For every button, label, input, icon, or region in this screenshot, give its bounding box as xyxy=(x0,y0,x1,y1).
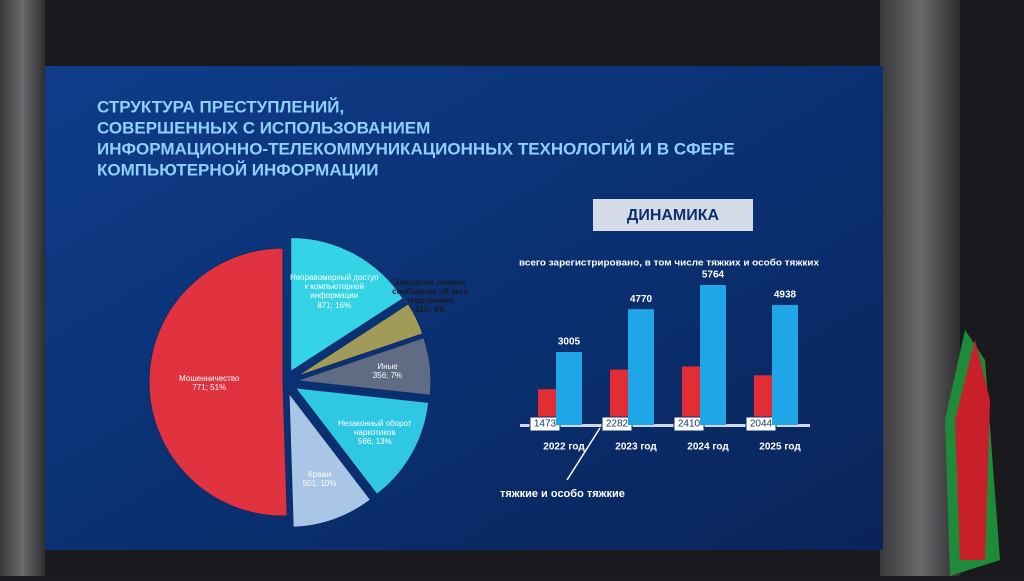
category: Заведомо ложное сообщение об акте террор… xyxy=(392,277,468,305)
x-tick-label: 2025 год xyxy=(759,442,801,453)
bar xyxy=(754,375,772,425)
bar xyxy=(538,389,556,425)
charts: Неправомерный доступ к компьютерной инфо… xyxy=(148,199,819,528)
value-label: 1473 xyxy=(534,419,557,430)
pie-label: Неправомерный доступ к компьютерной инфо… xyxy=(289,265,379,317)
pie-label-text: Мошенничество 771; 51% xyxy=(164,357,254,409)
title-line: КОМПЬЮТЕРНОЙ ИНФОРМАЦИИ xyxy=(97,160,378,179)
x-tick-label: 2023 год xyxy=(615,442,657,453)
bar xyxy=(628,309,654,425)
value-label: 356; 7% xyxy=(372,370,403,380)
flag-stripe xyxy=(955,340,990,560)
x-tick-label: 2024 год xyxy=(687,442,729,453)
pie-label-text: Незаконный оборот наркотиков 566; 13% xyxy=(330,407,420,459)
pie-label-text: Кражи 501; 10% xyxy=(275,453,365,505)
curtain-right xyxy=(880,0,960,576)
category: Неправомерный доступ к компьютерной инфо… xyxy=(289,273,379,301)
x-tick-label: 2022 год xyxy=(543,442,585,453)
value-label: 501; 10% xyxy=(302,479,337,489)
annotation-arrow xyxy=(566,427,601,481)
value-label: 2282 xyxy=(606,419,629,430)
pie-label: Заведомо ложное сообщение об акте террор… xyxy=(385,270,475,322)
pie-slice xyxy=(288,391,372,528)
bar xyxy=(700,285,726,425)
title-box xyxy=(593,199,753,231)
bar xyxy=(556,352,582,425)
pie-label-text: Неправомерный доступ к компьютерной инфо… xyxy=(289,265,379,317)
category: Незаконный оборот наркотиков xyxy=(338,418,412,438)
value-label: 871; 16% xyxy=(317,300,352,310)
title-line: СОВЕРШЕННЫХ С ИСПОЛЬЗОВАНИЕМ xyxy=(97,118,430,137)
value-label: 566; 13% xyxy=(357,437,392,447)
axis-band xyxy=(520,424,810,427)
value-label: 5764 xyxy=(702,270,725,281)
pie-label-text: Иные 356; 7% xyxy=(343,345,433,397)
bar xyxy=(682,366,700,425)
pie-slice xyxy=(290,236,404,373)
slide-title: СТРУКТУРА ПРЕСТУПЛЕНИЙ, СОВЕРШЕННЫХ С ИСП… xyxy=(97,97,735,179)
pie-label-text: Заведомо ложное сообщение об акте террор… xyxy=(385,270,475,322)
value-label: 4938 xyxy=(774,290,797,301)
bar xyxy=(610,369,628,425)
pie-slice xyxy=(296,337,432,396)
annotation: тяжкие и особо тяжкие xyxy=(500,488,625,500)
category: Кражи xyxy=(307,469,332,479)
value-label: 210; 4% xyxy=(415,305,445,315)
value-label: 3005 xyxy=(558,337,581,348)
value-label: 2410 xyxy=(678,419,701,430)
title-line: ИНФОРМАЦИОННО-ТЕЛЕКОММУНИКАЦИОННЫХ ТЕХНО… xyxy=(97,139,735,158)
category: Мошенничество xyxy=(179,373,240,383)
pie-slice xyxy=(148,247,288,517)
value-label: 771; 51% xyxy=(192,383,227,393)
value-label: 2044 xyxy=(750,419,773,430)
chart-title: ДИНАМИКА xyxy=(627,207,720,224)
pie-slice xyxy=(295,303,424,378)
category: Иные xyxy=(377,361,398,371)
value-label: 4770 xyxy=(630,294,653,305)
pie-slice xyxy=(294,387,430,496)
curtain-left xyxy=(0,0,45,576)
bar xyxy=(772,305,798,425)
subtitle: всего зарегистрировано, в том числе тяжк… xyxy=(519,257,819,267)
title-line: СТРУКТУРА ПРЕСТУПЛЕНИЙ, xyxy=(97,97,344,116)
